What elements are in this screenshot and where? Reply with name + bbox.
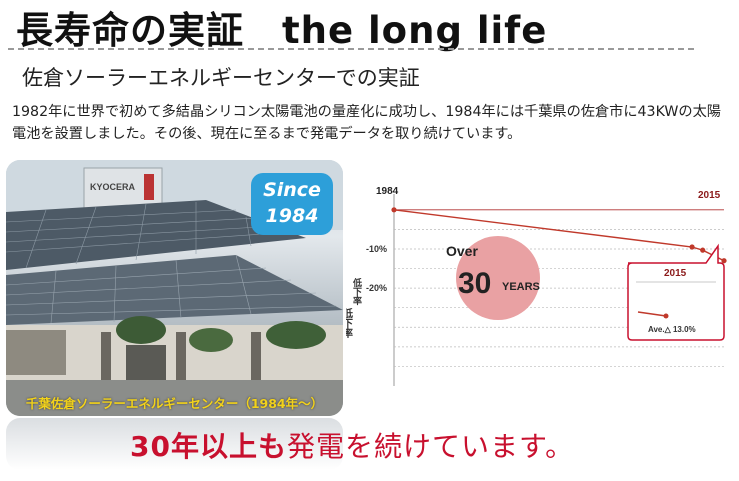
page-title: 長寿命の実証 the long life xyxy=(16,9,548,52)
chart-grid xyxy=(393,194,724,386)
slogan: 30年以上も発電を続けています。 xyxy=(130,425,574,465)
callout-value: Ave.△ 13.0% xyxy=(648,325,696,334)
since-badge-year: 1984 xyxy=(265,205,319,227)
callout-box xyxy=(627,243,725,341)
photo-caption: 千葉佐倉ソーラーエネルギーセンター（1984年〜） xyxy=(25,396,324,411)
series-points xyxy=(391,207,727,264)
since-badge-line1: Since xyxy=(263,179,321,201)
slogan-regular: 発電を続けています。 xyxy=(286,430,575,463)
data-point xyxy=(721,258,727,264)
chart-end-label: 2015 xyxy=(698,190,721,201)
callout-line xyxy=(637,311,667,317)
degradation-chart: 1984 2015 -10% -20% 低下率 低下率 Over 30 YEAR… xyxy=(346,186,727,386)
series-line xyxy=(393,209,725,262)
callout-year: 2015 xyxy=(664,268,687,279)
chart-start-label: 1984 xyxy=(376,186,399,197)
data-point xyxy=(391,207,397,213)
y-tick-label: -20% xyxy=(366,283,387,293)
section-subtitle: 佐倉ソーラーエネルギーセンターでの実証 xyxy=(22,66,420,90)
y-axis-label: 低下率 xyxy=(351,277,363,306)
solar-center-photo: KYOCERA Since xyxy=(6,160,343,416)
over-30-years-badge xyxy=(456,236,540,320)
y-tick-label: -10% xyxy=(366,244,387,254)
y-axis-label-outer: 低下率 xyxy=(346,307,354,339)
badge-unit-text: YEARS xyxy=(502,281,540,293)
data-point xyxy=(700,247,706,253)
callout-point xyxy=(663,313,669,319)
building-illustration: KYOCERA xyxy=(6,160,343,416)
kyocera-sign-text: KYOCERA xyxy=(90,182,136,192)
slogan-bold: 30年以上も xyxy=(130,430,287,463)
data-point xyxy=(689,244,695,250)
since-badge: Since 1984 xyxy=(251,173,333,235)
badge-number-text: 30 xyxy=(458,267,491,300)
photo-reflection xyxy=(6,418,343,470)
description-text: 1982年に世界で初めて多結晶シリコン太陽電池の量産化に成功し、1984年には千… xyxy=(12,104,721,142)
title-divider xyxy=(8,48,694,50)
badge-over-text: Over xyxy=(446,243,478,259)
